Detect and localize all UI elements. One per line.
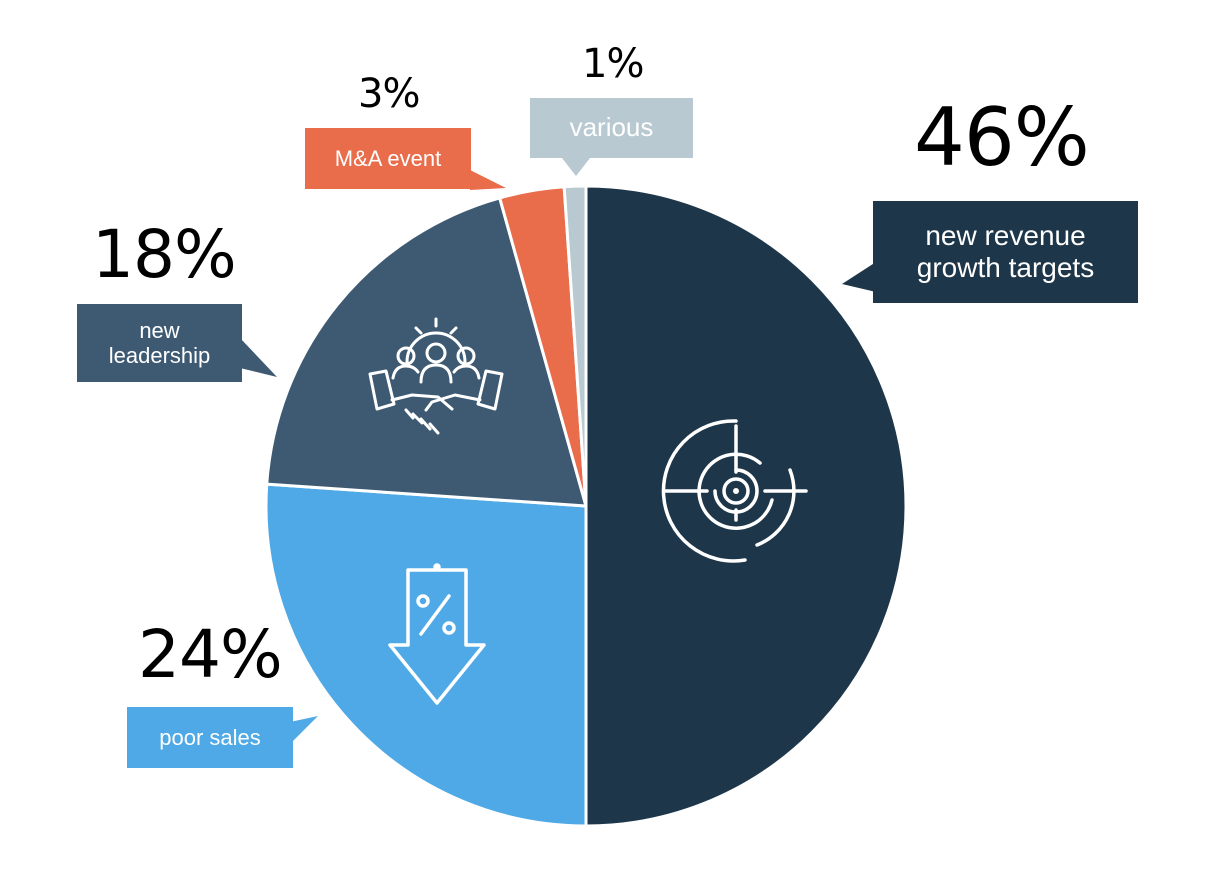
revenue-callout: new revenue growth targets (873, 201, 1138, 303)
ma-callout-label: M&A event (334, 145, 442, 171)
sales-percent-label: 24% (138, 616, 283, 693)
leadership-callout-pointer (240, 338, 277, 377)
various-callout-pointer (562, 158, 590, 176)
team-handshake-icon (368, 317, 504, 435)
leadership-callout-line1: new (139, 317, 180, 343)
sales-callout-pointer (290, 716, 318, 744)
various-callout-label: various (569, 112, 654, 143)
revenue-callout-line1: new revenue (925, 219, 1086, 251)
revenue-callout-pointer (842, 262, 876, 292)
ma-callout-pointer (470, 170, 506, 190)
revenue-percent-label: 46% (914, 91, 1090, 184)
ma-percent-label: 3% (358, 71, 420, 117)
ma-callout: M&A event (305, 128, 471, 189)
leadership-callout-line2: leadership (108, 343, 211, 368)
pie-slice-new-revenue-growth-targets (584, 184, 908, 828)
percent-down-arrow-icon (388, 563, 486, 705)
leadership-percent-label: 18% (92, 216, 237, 293)
target-icon (661, 419, 808, 563)
leadership-callout: new leadership (77, 304, 242, 382)
various-percent-label: 1% (582, 41, 644, 87)
pie-slice-poor-sales (264, 482, 588, 828)
sales-callout: poor sales (127, 707, 293, 768)
revenue-callout-line2: growth targets (916, 252, 1095, 283)
pie-slice-various (562, 184, 588, 508)
various-callout: various (530, 98, 693, 158)
pie-slices (264, 184, 908, 828)
sales-callout-label: poor sales (159, 724, 261, 750)
